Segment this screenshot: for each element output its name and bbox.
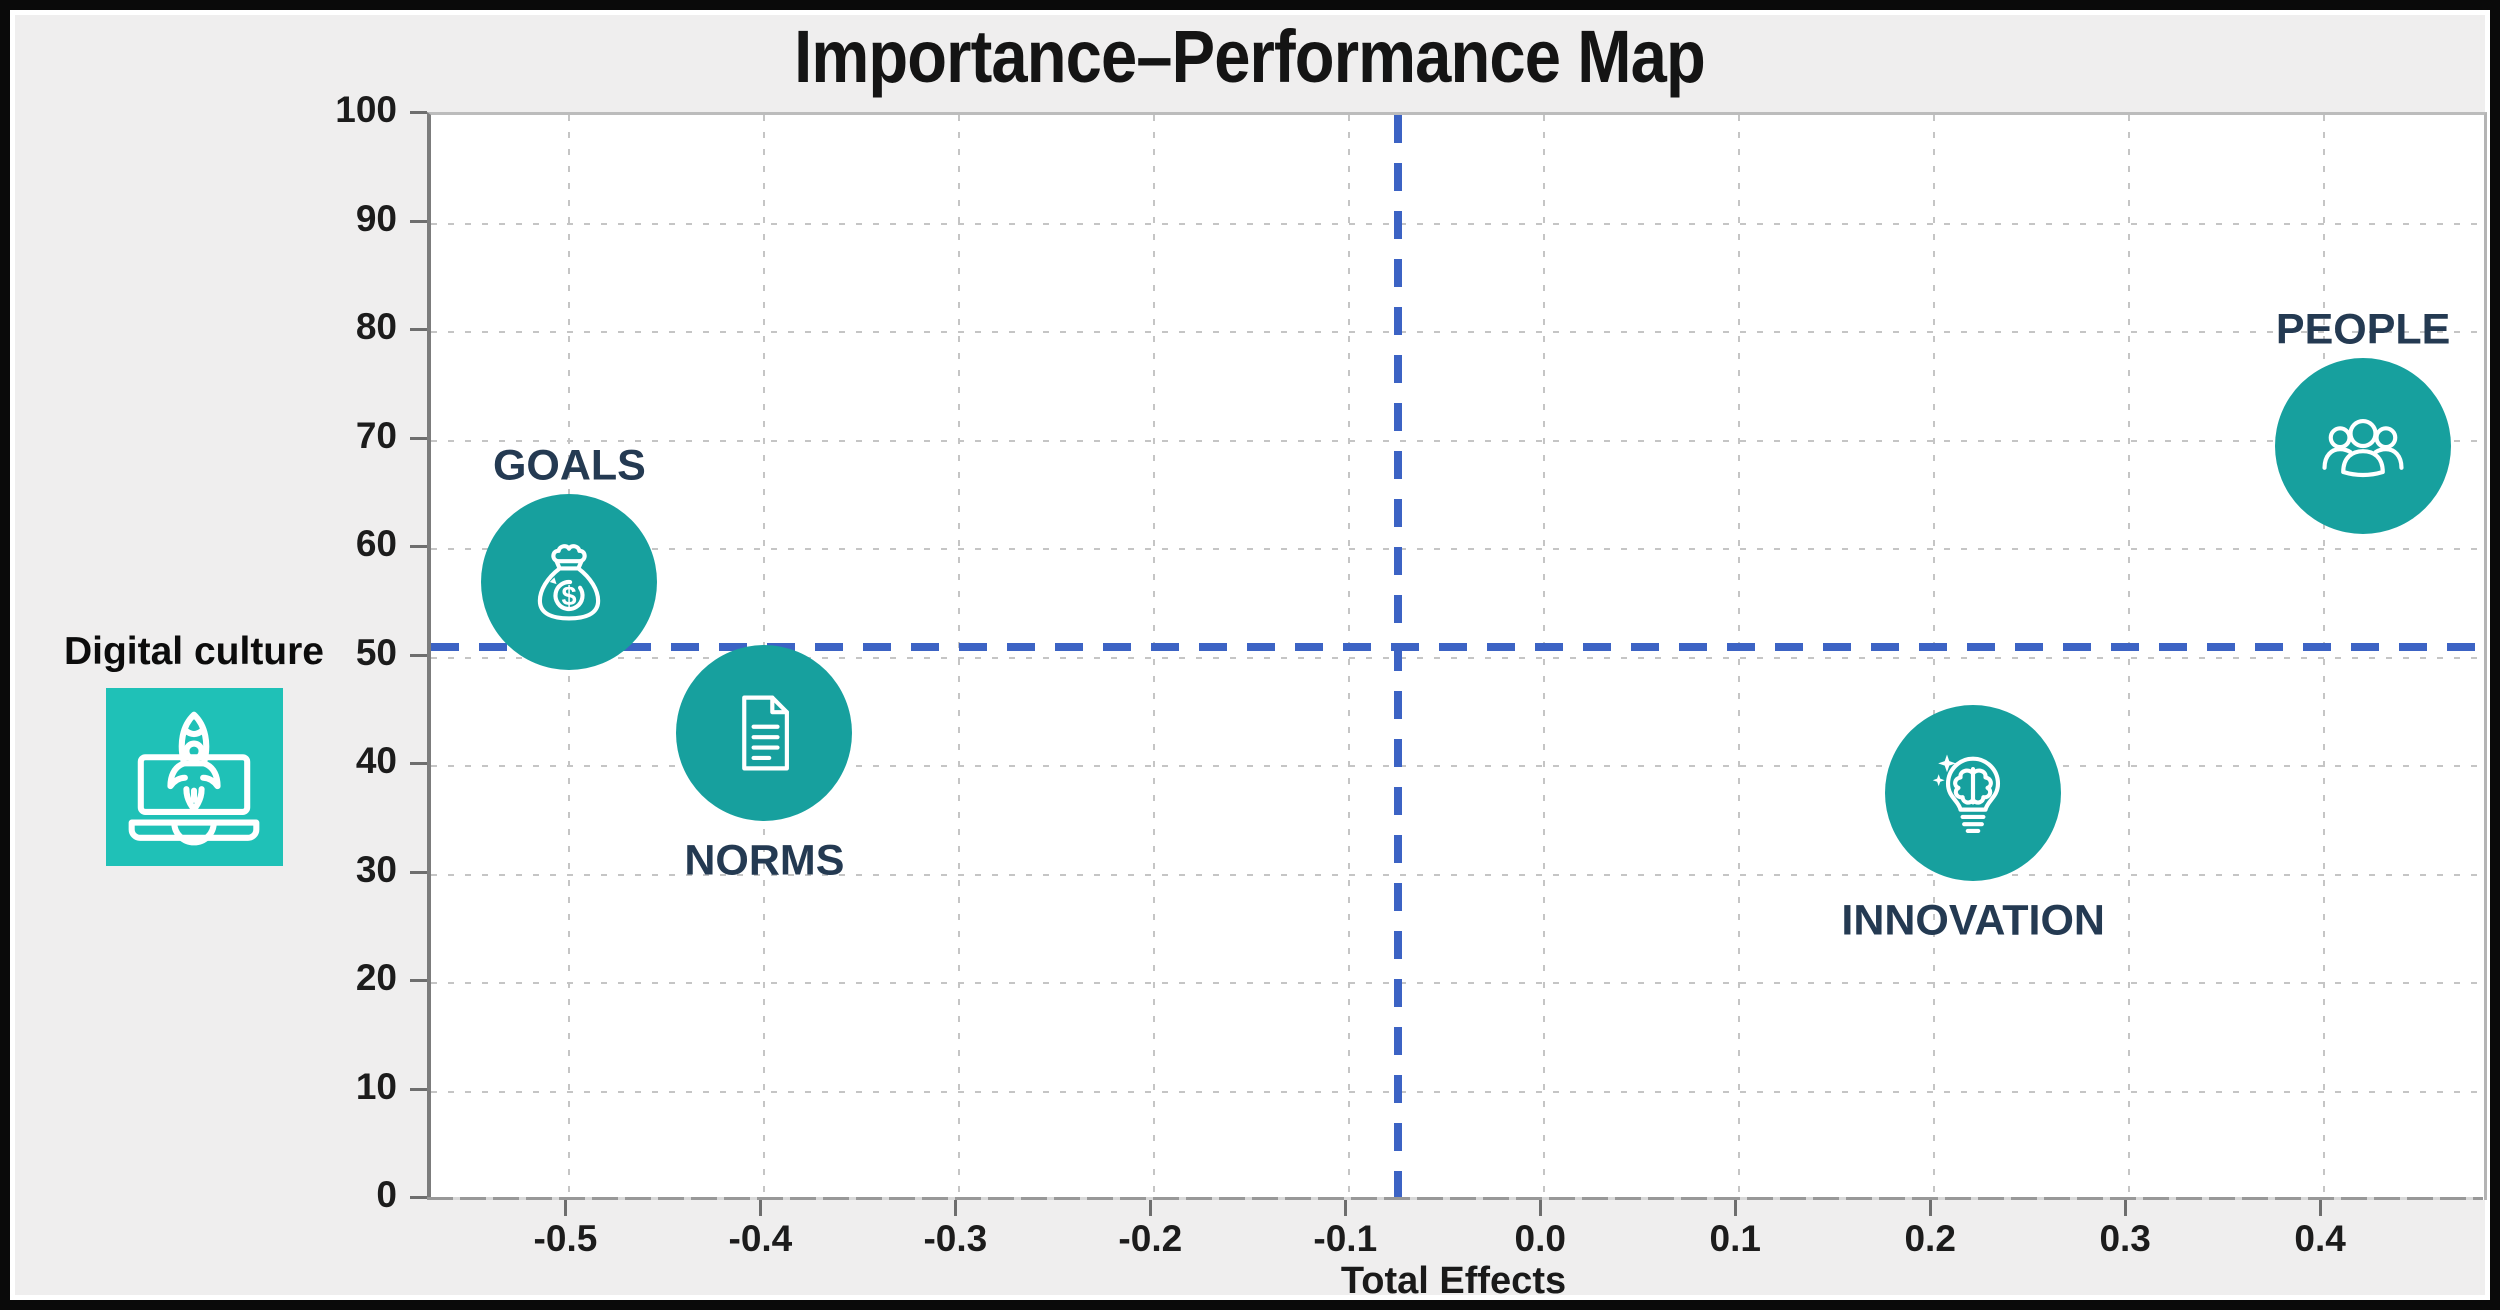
- y-axis-tick-label: 40: [355, 740, 397, 781]
- y-axis-tick: [410, 653, 427, 657]
- y-axis-tick: [410, 328, 427, 331]
- y-axis-tick-label: 80: [355, 306, 397, 347]
- gridline-horizontal: [431, 873, 2484, 876]
- data-point-norms: [676, 645, 853, 822]
- gridline-horizontal: [431, 765, 2484, 767]
- mean-performance-line: [431, 642, 2484, 651]
- x-axis-tick: [564, 1200, 568, 1216]
- x-axis-tick: [1539, 1200, 1543, 1216]
- y-axis-tick-label: 50: [355, 631, 397, 673]
- x-axis-tick: [759, 1200, 763, 1216]
- point-label-people: PEOPLE: [2275, 305, 2451, 354]
- point-label-norms: NORMS: [684, 836, 845, 885]
- gridline-horizontal: [431, 1090, 2484, 1093]
- x-axis-tick-label: -0.2: [1118, 1218, 1183, 1259]
- digital-culture-annotation: Digital culture: [46, 630, 342, 866]
- gridline-horizontal: [431, 222, 2484, 225]
- x-axis-tick-label: 0.3: [2099, 1218, 2151, 1259]
- y-axis-tick: [410, 762, 427, 765]
- y-axis-tick: [410, 979, 427, 982]
- x-axis-tick: [2124, 1200, 2128, 1216]
- svg-text:$: $: [562, 580, 577, 610]
- x-axis-tick-label: -0.5: [533, 1218, 598, 1259]
- y-axis-tick: [410, 870, 427, 874]
- gridline-horizontal: [431, 982, 2484, 984]
- x-axis-tick-label: -0.4: [728, 1218, 793, 1259]
- people-icon: [2322, 418, 2404, 477]
- document-icon: [742, 695, 790, 771]
- x-axis-tick: [2319, 1200, 2323, 1216]
- laptop-rocket-icon: [128, 711, 260, 846]
- x-axis-tick-label: 0.4: [2294, 1218, 2346, 1259]
- x-axis-tick-label: -0.3: [923, 1218, 988, 1259]
- y-axis-tick: [410, 436, 427, 440]
- chart-title: Importance–Performance Map: [10, 14, 2490, 99]
- gridline-horizontal: [431, 331, 2484, 333]
- data-point-innovation: [1885, 705, 2062, 882]
- x-axis-tick: [1929, 1200, 1933, 1216]
- laptop-rocket-icon: [118, 701, 270, 853]
- mean-importance-line: [1394, 115, 1403, 1200]
- x-axis-line: [427, 1197, 2483, 1200]
- digital-culture-label: Digital culture: [63, 630, 325, 673]
- y-axis-tick-label: 60: [355, 523, 397, 564]
- y-axis-tick-label: 100: [335, 89, 397, 130]
- y-axis-tick-label: 70: [355, 414, 397, 456]
- y-axis-tick: [410, 545, 427, 548]
- x-axis-tick: [1734, 1200, 1738, 1216]
- y-axis-tick: [410, 219, 427, 223]
- y-axis-tick-label: 30: [355, 848, 397, 890]
- x-axis-tick: [954, 1200, 958, 1216]
- x-axis-tick-label: -0.1: [1313, 1218, 1378, 1259]
- gridline-horizontal: [431, 548, 2484, 550]
- y-axis-tick-label: 90: [355, 197, 397, 239]
- y-axis-tick-label: 0: [376, 1174, 397, 1215]
- y-axis-tick: [410, 111, 427, 114]
- y-axis-tick: [410, 1087, 427, 1091]
- point-label-goals: GOALS: [492, 441, 646, 490]
- x-axis-tick-label: 0.2: [1904, 1218, 1956, 1259]
- y-axis-tick: [410, 1196, 427, 1199]
- x-axis-title: Total Effects: [1340, 1260, 1567, 1302]
- data-point-people: [2275, 357, 2452, 534]
- digital-culture-tile: [105, 688, 283, 866]
- brain-bulb-icon: [1932, 754, 2001, 834]
- gridline-horizontal: [431, 656, 2484, 659]
- plot-area: $ GOALS NORMS INNOVATION PEOPLE: [427, 112, 2487, 1200]
- x-axis-tick-label: 0.0: [1514, 1218, 1566, 1259]
- data-point-goals: $: [481, 493, 658, 670]
- point-label-innovation: INNOVATION: [1841, 896, 2105, 945]
- x-axis-tick: [1149, 1200, 1153, 1216]
- gridline-horizontal: [431, 439, 2484, 442]
- chart-title-text: Importance–Performance Map: [794, 15, 1707, 98]
- y-axis-tick-label: 20: [355, 957, 397, 998]
- y-axis-tick-label: 10: [355, 1065, 397, 1107]
- money-bag-icon: $: [538, 543, 601, 621]
- x-axis-tick: [1344, 1200, 1348, 1216]
- x-axis-tick-label: 0.1: [1709, 1218, 1761, 1259]
